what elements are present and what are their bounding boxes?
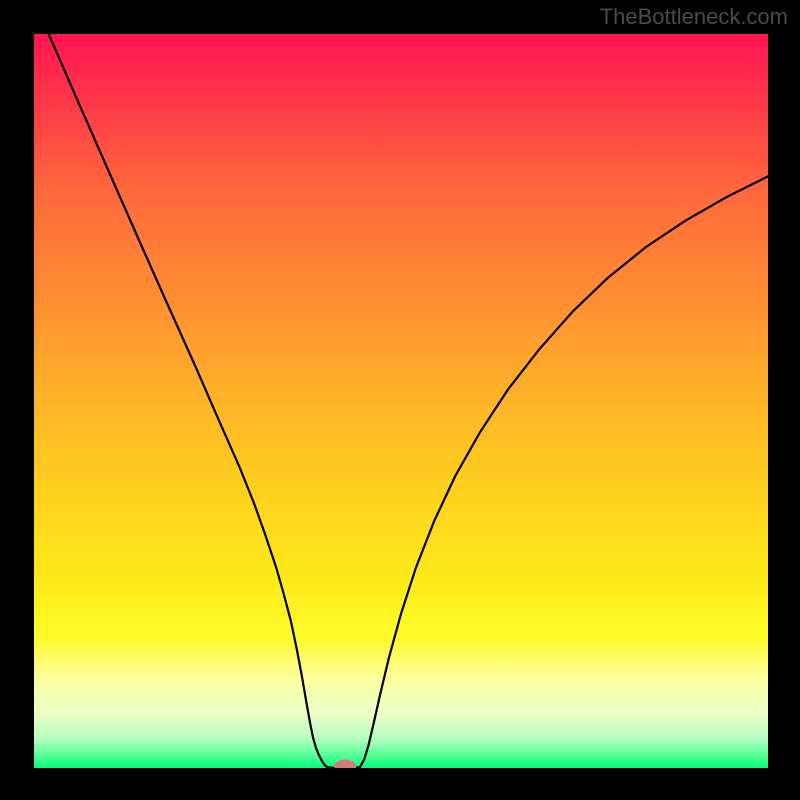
plot-area	[34, 34, 768, 768]
gradient-background	[34, 34, 768, 768]
attribution-text: TheBottleneck.com	[600, 4, 788, 30]
chart-svg	[34, 34, 768, 768]
